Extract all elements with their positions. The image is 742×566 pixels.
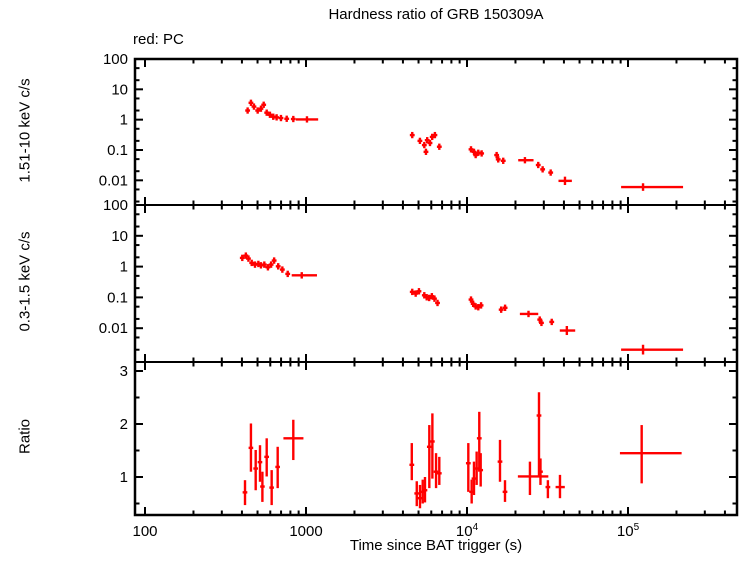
x-axis-ticks xyxy=(144,59,726,515)
svg-text:2: 2 xyxy=(120,416,128,433)
x-axis-label: Time since BAT trigger (s) xyxy=(349,537,523,554)
figure-title: Hardness ratio of GRB 150309A xyxy=(328,6,544,23)
svg-text:0.1: 0.1 xyxy=(107,142,128,159)
data-points-panel-2 xyxy=(242,392,682,509)
svg-text:10: 10 xyxy=(111,228,128,245)
svg-text:100: 100 xyxy=(132,523,157,540)
svg-text:3: 3 xyxy=(120,363,128,380)
y-axis-ticks-panel-1: 100 10 1 0.1 0.01 xyxy=(99,197,737,351)
data-points-panel-0 xyxy=(245,99,684,191)
svg-text:1: 1 xyxy=(120,469,128,486)
svg-text:1: 1 xyxy=(120,112,128,129)
svg-text:1000: 1000 xyxy=(289,523,322,540)
plot-frame xyxy=(133,57,739,517)
svg-text:1: 1 xyxy=(120,259,128,276)
svg-text:10: 10 xyxy=(111,81,128,98)
svg-text:105: 105 xyxy=(617,522,640,540)
svg-text:0.1: 0.1 xyxy=(107,289,128,306)
y-axis-ticks-panel-0: 100 10 1 0.1 0.01 xyxy=(99,51,737,203)
svg-text:0.01: 0.01 xyxy=(99,172,128,189)
y-axis-label-ratio: Ratio xyxy=(16,418,34,455)
mode-legend: red: PC xyxy=(133,31,184,48)
svg-text:100: 100 xyxy=(103,51,128,68)
data-points-panel-1 xyxy=(239,252,684,355)
x-axis-tick-labels: 100 1000 104 105 xyxy=(132,522,639,540)
svg-text:104: 104 xyxy=(456,522,479,540)
y-axis-ticks-panel-2: 3 2 1 xyxy=(120,363,737,505)
svg-text:0.01: 0.01 xyxy=(99,320,128,337)
svg-text:100: 100 xyxy=(103,197,128,214)
